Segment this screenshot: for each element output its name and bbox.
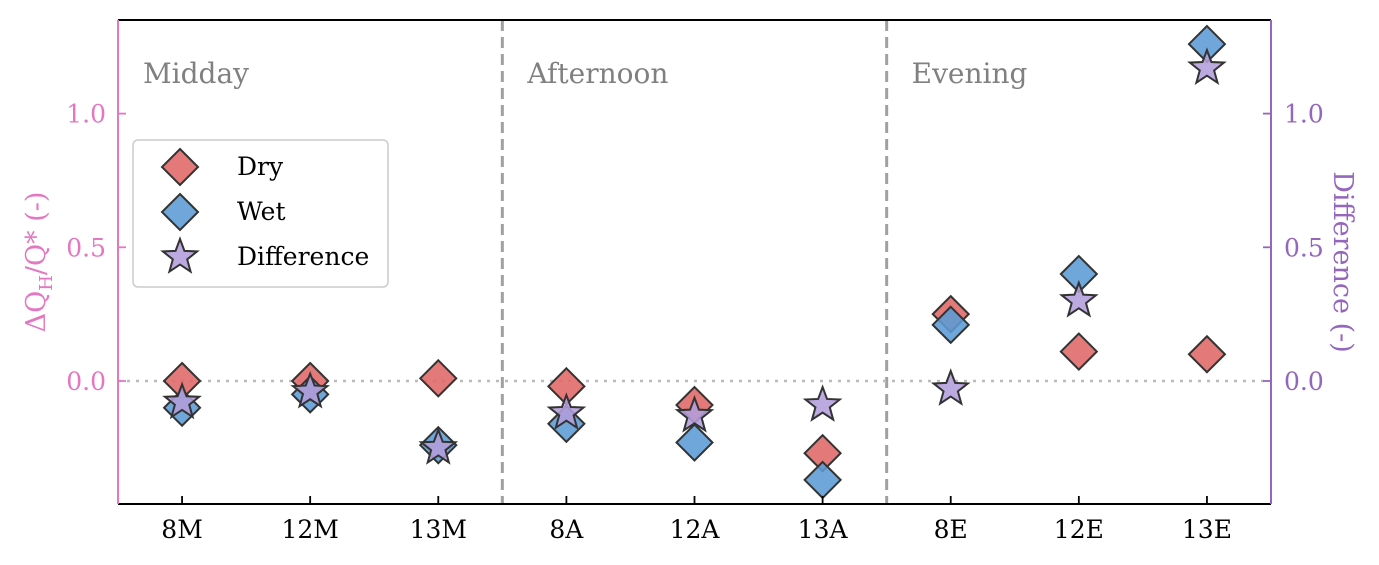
y-right-axis-title: Difference (-) — [1327, 171, 1358, 353]
y-left-axis-title-sub: H — [36, 275, 57, 291]
y-left-tick-label: 1.0 — [66, 100, 106, 129]
y-right-tick-label: 0.0 — [1284, 367, 1324, 396]
point-difference-8a — [546, 392, 587, 430]
x-tick-label: 13A — [798, 515, 849, 544]
point-wet-13a — [803, 460, 843, 500]
region-label-afternoon: Afternoon — [526, 57, 668, 90]
y-left-axis-title-rest: /Q* (-) — [21, 192, 52, 276]
legend-label-difference: Difference — [237, 242, 369, 271]
y-left-tick-label: 0.5 — [66, 233, 106, 262]
x-tick-label: 8A — [549, 515, 584, 544]
region-label-midday: Midday — [143, 57, 249, 90]
legend: Dry Wet Difference — [132, 139, 389, 288]
legend-marker-difference — [160, 236, 200, 274]
point-difference-13a — [802, 384, 843, 422]
series-difference — [162, 47, 1227, 465]
region-dividers — [500, 20, 889, 504]
point-wet-12a — [675, 423, 714, 462]
point-dry-13m — [418, 358, 458, 398]
point-difference-12a — [674, 394, 715, 433]
point-difference-8e — [930, 368, 971, 406]
y-left-axis-title: ΔQH/Q* (-) — [21, 192, 57, 333]
point-difference-12m — [290, 370, 331, 409]
point-difference-12e — [1058, 279, 1099, 318]
legend-box — [132, 139, 389, 288]
y-right-tick-label: 1.0 — [1284, 100, 1324, 129]
region-label-evening: Evening — [912, 57, 1028, 90]
point-difference-13m — [418, 426, 459, 465]
point-dry-13e — [1187, 334, 1227, 374]
x-tick-label: 12A — [670, 515, 721, 544]
region-labels: Midday Afternoon Evening — [143, 57, 1028, 90]
data-marks — [162, 24, 1227, 500]
point-difference-8m — [162, 381, 202, 420]
x-tick-label: 12E — [1054, 515, 1104, 544]
legend-label-wet: Wet — [237, 197, 286, 226]
y-left-axis-title-main: ΔQ — [21, 291, 52, 333]
y-left-tick-label: 0.0 — [66, 367, 106, 396]
point-wet-8e — [931, 305, 971, 345]
point-dry-12e — [1059, 332, 1099, 371]
legend-marker-dry — [160, 147, 200, 187]
axes: 8M 12M 13M 8A 12A 13A 8E 12E 13E 0.0 0.0 0.5 0.5 1.0 1… — [21, 19, 1358, 544]
x-tick-label: 8M — [161, 515, 203, 544]
x-tick-label: 12M — [281, 515, 338, 544]
legend-marker-wet — [160, 192, 200, 232]
x-tick-label: 13E — [1182, 515, 1232, 544]
x-tick-label: 8E — [934, 515, 968, 544]
y-right-tick-label: 0.5 — [1284, 233, 1324, 262]
point-difference-13e — [1187, 47, 1227, 85]
x-tick-label: 13M — [410, 515, 467, 544]
legend-label-dry: Dry — [237, 152, 284, 181]
